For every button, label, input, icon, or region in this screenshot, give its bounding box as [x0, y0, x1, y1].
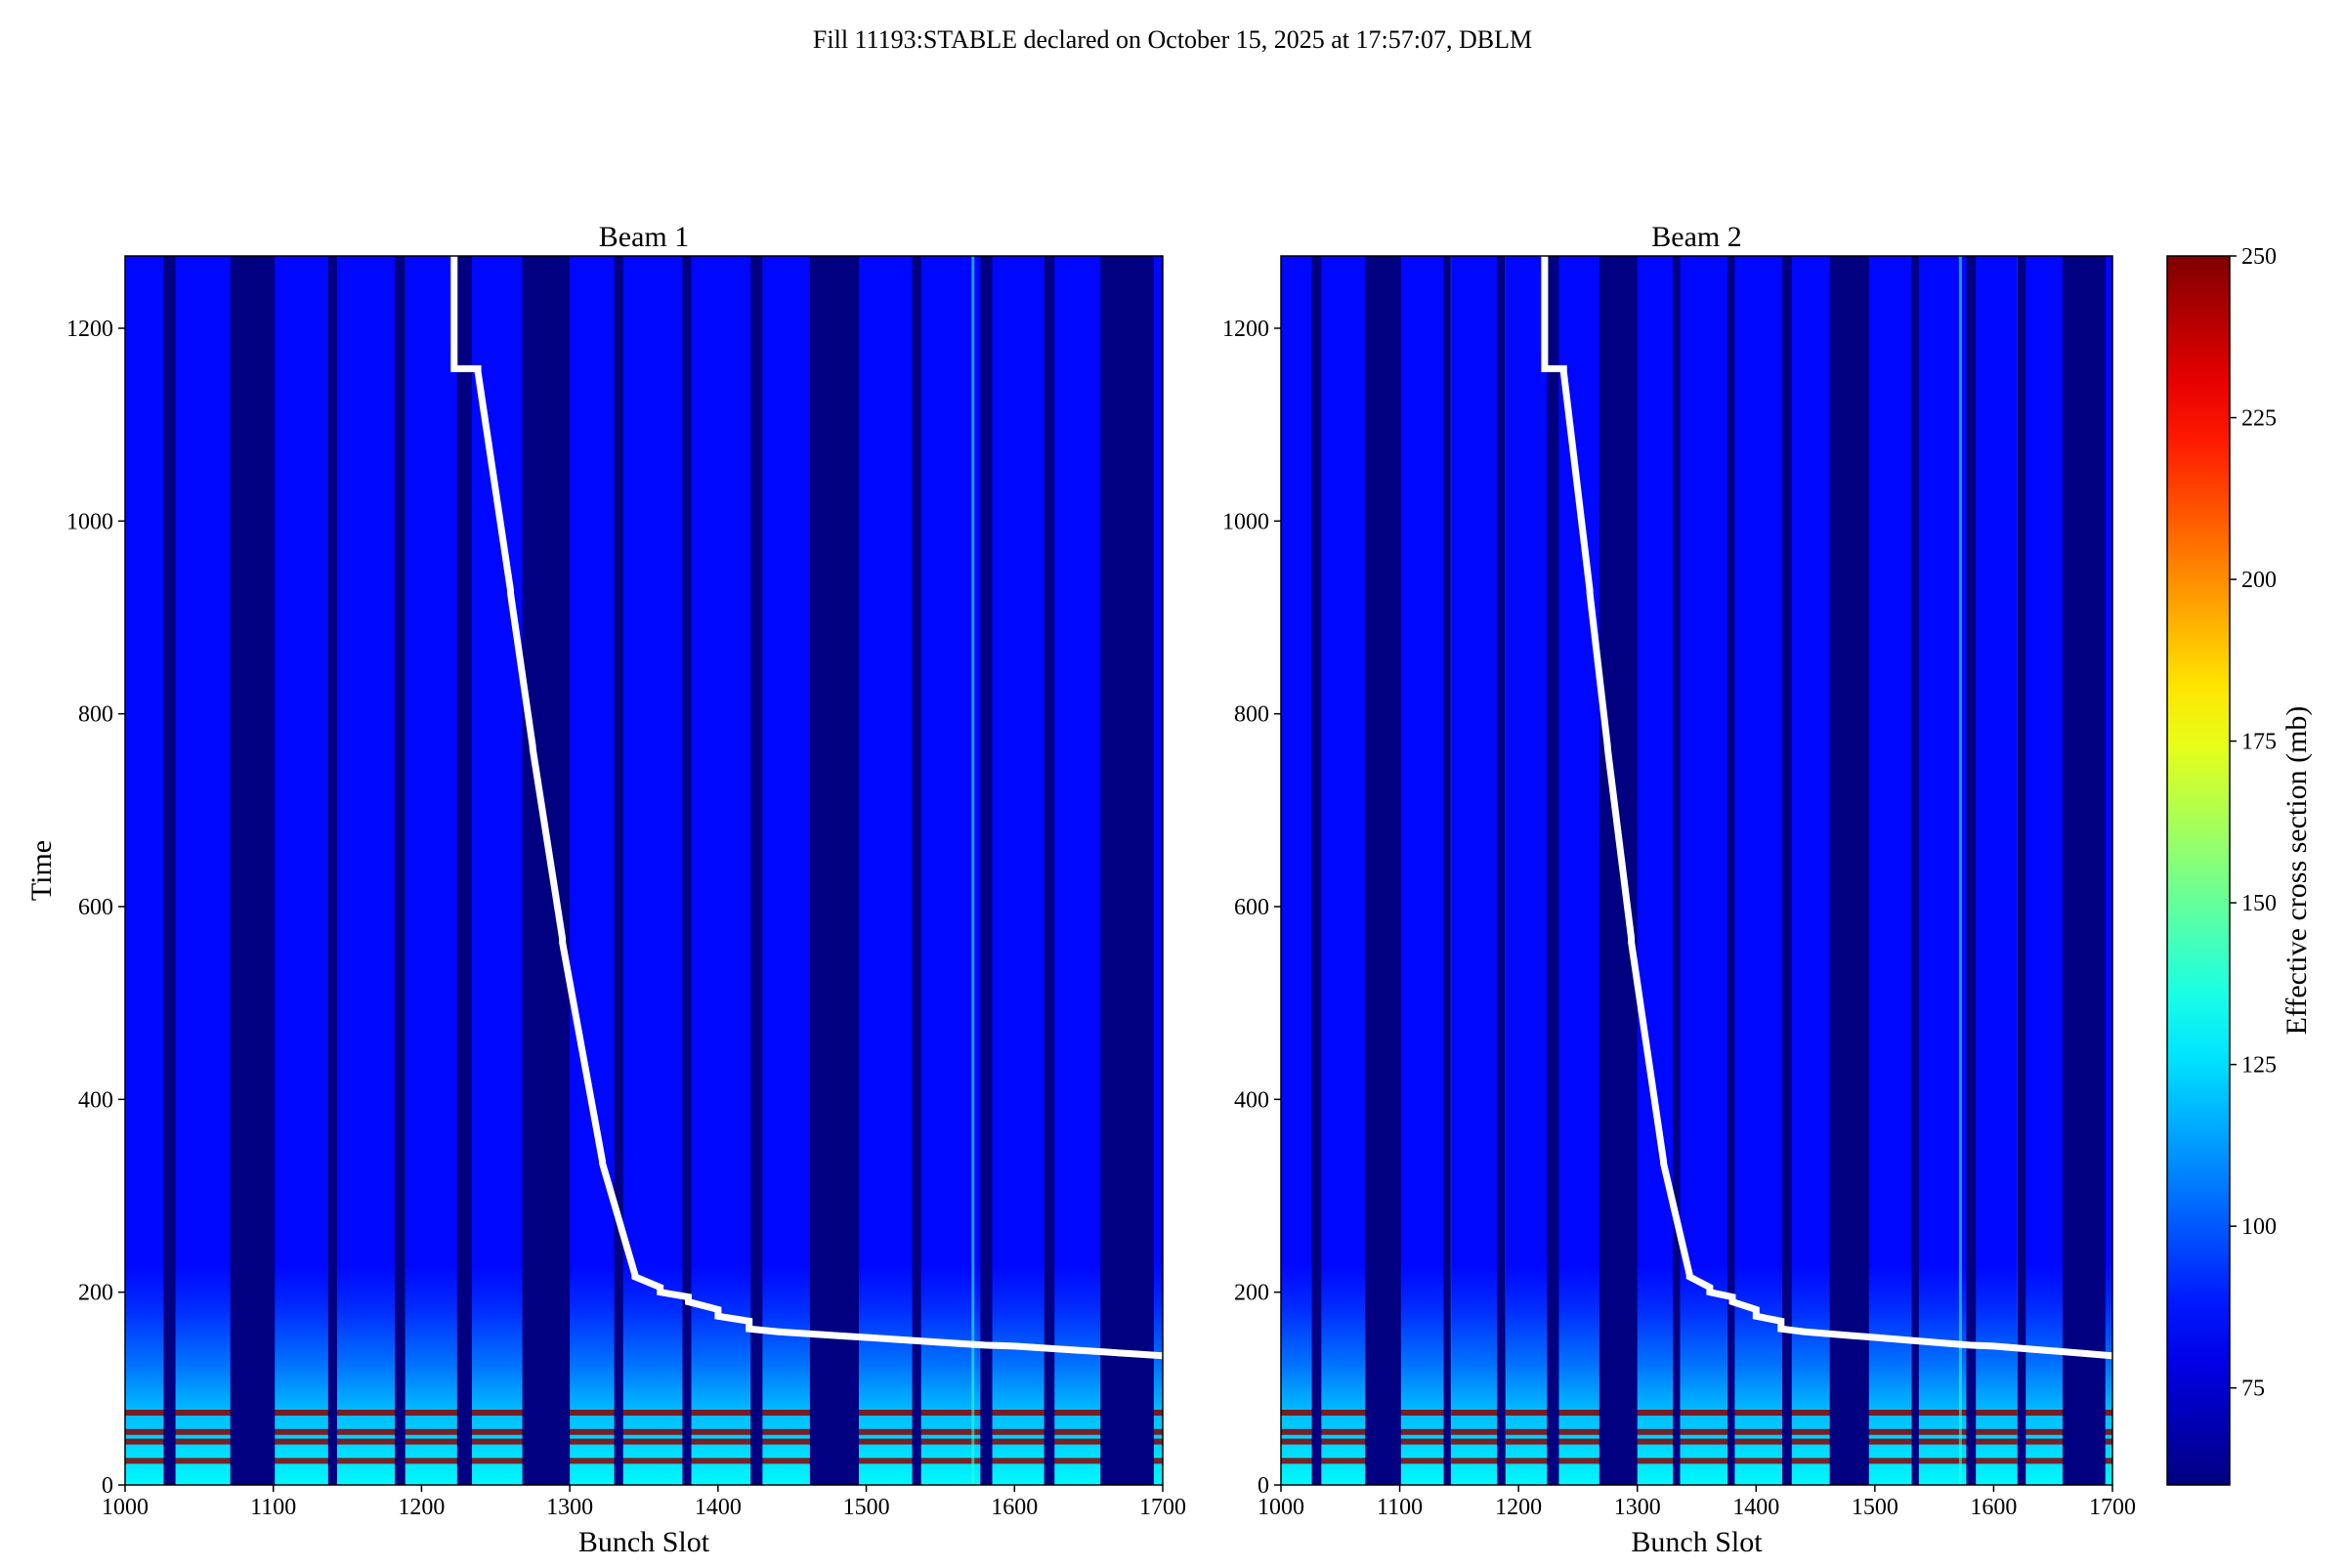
colorbar-tick-label: 150: [2241, 891, 2277, 916]
colorbar-tick-label: 225: [2241, 406, 2277, 432]
beam2-empty-slot-stripe: [1829, 256, 1869, 1485]
beam1-empty-slot-stripe: [682, 256, 692, 1485]
beam2-x-tick-label: 1300: [1614, 1495, 1661, 1520]
beam1-hot-row: [125, 1410, 1163, 1416]
beam2-empty-slot-stripe: [1599, 256, 1638, 1485]
beam1-x-axis-label: Bunch Slot: [578, 1526, 710, 1558]
beam1-empty-slot-stripe: [395, 256, 405, 1485]
beam1-heatmap: [125, 256, 1163, 1485]
beam2-x-tick-label: 1500: [1852, 1495, 1898, 1520]
beam1-x-tick-label: 1400: [695, 1495, 742, 1520]
beam1-y-tick-label: 600: [78, 895, 113, 920]
beam1-title: Beam 1: [599, 221, 689, 253]
beam2-panel: 1000 1100 1200 1300 1400 1500 1600 1700 0 200 400 6…: [1222, 221, 2136, 1558]
beam1-empty-slot-stripe: [912, 256, 921, 1485]
beam1-hot-row: [125, 1458, 1163, 1464]
beam1-empty-slot-stripe: [1100, 256, 1154, 1485]
beam2-y-tick-label: 200: [1234, 1281, 1269, 1306]
figure-suptitle: Fill 11193:STABLE declared on October 15…: [812, 25, 1533, 54]
beam2-empty-slot-stripe: [1966, 256, 1977, 1485]
beam2-x-tick-label: 1100: [1377, 1495, 1423, 1520]
beam1-empty-slot-stripe: [456, 256, 473, 1485]
beam2-empty-slot-stripe: [1311, 256, 1322, 1485]
beam2-x-tick-label: 1700: [2089, 1495, 2136, 1520]
beam2-empty-slot-stripe: [1365, 256, 1401, 1485]
beam1-y-axis-label: Time: [25, 840, 58, 901]
beam2-heatmap-low-time-band: [1281, 1265, 2112, 1485]
beam1-x-tick-label: 1000: [102, 1495, 149, 1520]
beam2-y-tick-label: 0: [1258, 1473, 1269, 1499]
beam2-empty-slot-stripe: [1497, 256, 1506, 1485]
beam1-y-tick-label: 1000: [66, 509, 113, 534]
beam1-burnoff-curve: [450, 256, 1163, 1360]
beam1-y-tick-label: 200: [78, 1281, 113, 1306]
beam1-heatmap-low-time-band: [125, 1265, 1163, 1485]
beam1-empty-slot-stripe: [750, 256, 763, 1485]
beam1-y-tick-label: 800: [78, 702, 113, 728]
beam1-y-tick-label: 0: [102, 1473, 113, 1499]
colorbar-label: Effective cross section (mb): [2281, 706, 2313, 1036]
beam1-x-tick-label: 1300: [546, 1495, 593, 1520]
beam2-axes-frame: [1280, 255, 2113, 1486]
beam2-x-axis-label: Bunch Slot: [1631, 1526, 1763, 1558]
beam1-empty-slot-stripe: [163, 256, 176, 1485]
colorbar-tick-label: 200: [2241, 568, 2277, 593]
beam2-empty-slot-stripe: [1727, 256, 1735, 1485]
beam1-empty-slot-stripe: [1044, 256, 1055, 1485]
beam2-y-tick-label: 1000: [1222, 509, 1269, 534]
beam1-empty-slot-stripe: [230, 256, 276, 1485]
beam1-x-tick-label: 1500: [843, 1495, 890, 1520]
beam2-burnoff-curve: [1541, 256, 2112, 1360]
beam1-bright-column: [971, 256, 975, 1485]
beam1-hot-row: [125, 1428, 1163, 1435]
beam2-y-tick-label: 400: [1234, 1087, 1269, 1113]
beam1-panel: 1000 1100 1200 1300 1400 1500 1600 1700 0 200 400 6…: [25, 221, 1186, 1558]
beam1-empty-slot-stripe: [327, 256, 337, 1485]
beam2-empty-slot-stripe: [1782, 256, 1792, 1485]
beam2-hot-row: [1281, 1438, 2112, 1445]
beam1-x-tick-label: 1600: [991, 1495, 1038, 1520]
beam1-hot-row: [125, 1438, 1163, 1445]
colorbar-bar: [2166, 255, 2231, 1486]
beam1-x-tick-label: 1100: [250, 1495, 296, 1520]
beam1-x-tick-label: 1200: [398, 1495, 445, 1520]
colorbar-tick-label: 175: [2241, 730, 2277, 755]
beam2-x-tick-label: 1600: [1970, 1495, 2017, 1520]
beam2-empty-slot-stripe: [1673, 256, 1681, 1485]
beam2-y-tick-label: 600: [1234, 895, 1269, 920]
beam2-x-tick-label: 1400: [1732, 1495, 1779, 1520]
beam1-empty-slot-stripe: [614, 256, 623, 1485]
beam1-y-tick-label: 400: [78, 1087, 113, 1113]
beam1-empty-slot-stripe: [980, 256, 993, 1485]
beam1-x-tick-label: 1700: [1139, 1495, 1186, 1520]
colorbar-tick-label: 250: [2241, 244, 2277, 270]
beam2-hot-row: [1281, 1458, 2112, 1464]
beam1-y-tick-label: 1200: [66, 317, 113, 342]
beam2-empty-slot-stripe: [2062, 256, 2106, 1485]
colorbar-tick-label: 100: [2241, 1214, 2277, 1240]
colorbar-tick-label: 125: [2241, 1053, 2277, 1079]
beam1-axes-frame: [124, 255, 1164, 1486]
beam2-heatmap: [1281, 256, 2112, 1485]
beam2-x-tick-label: 1000: [1258, 1495, 1304, 1520]
beam2-empty-slot-stripe: [1443, 256, 1451, 1485]
beam2-title: Beam 2: [1651, 221, 1741, 253]
beam1-empty-slot-stripe: [809, 256, 859, 1485]
beam2-empty-slot-stripe: [1911, 256, 1919, 1485]
beam2-y-tick-label: 800: [1234, 702, 1269, 728]
beam2-hot-row: [1281, 1410, 2112, 1416]
beam1-empty-slot-stripe: [522, 256, 571, 1485]
beam2-y-tick-label: 1200: [1222, 317, 1269, 342]
beam2-empty-slot-stripe: [1547, 256, 1559, 1485]
beam2-x-tick-label: 1200: [1495, 1495, 1542, 1520]
colorbar: 75 100 125 150 175 200 225 250 Effective cross s…: [2166, 244, 2313, 1486]
beam2-empty-slot-stripe: [2017, 256, 2026, 1485]
colorbar-tick-label: 75: [2241, 1377, 2265, 1402]
beam2-bright-column: [1958, 256, 1962, 1485]
beam2-hot-row: [1281, 1428, 2112, 1435]
